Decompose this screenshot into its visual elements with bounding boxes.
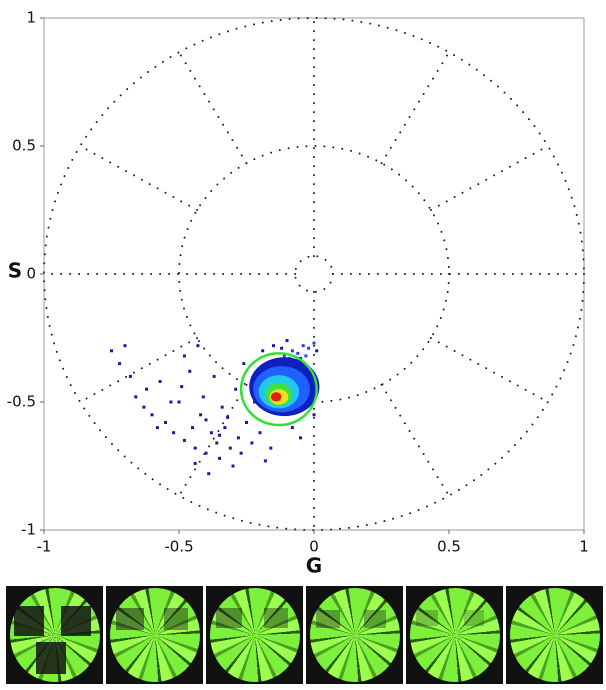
scatter-point xyxy=(312,341,316,345)
grid-spoke xyxy=(178,51,248,165)
scatter-point xyxy=(155,426,159,430)
x-tick-label: 0 xyxy=(309,538,319,556)
scatter-point xyxy=(193,461,197,465)
scatter-point xyxy=(164,420,167,424)
scatter-point xyxy=(204,418,208,422)
scatter-point xyxy=(290,426,294,430)
scatter-point xyxy=(231,464,235,468)
scatter-point xyxy=(209,431,213,435)
x-axis-label: G xyxy=(306,554,322,578)
scatter-point xyxy=(312,413,316,417)
scatter-point xyxy=(258,431,262,435)
x-tick-label: -0.5 xyxy=(164,538,193,556)
grid-spoke xyxy=(79,145,199,211)
scatter-point xyxy=(169,400,173,404)
scatter-point xyxy=(228,446,232,450)
scatter-point xyxy=(280,346,284,350)
scatter-point xyxy=(110,349,113,353)
scatter-point xyxy=(239,451,243,455)
scatter-point xyxy=(212,374,216,378)
scatter-point xyxy=(272,344,275,348)
scatter-point xyxy=(158,380,162,384)
scatter-point xyxy=(128,374,132,378)
scatter-point xyxy=(226,415,230,419)
y-tick-label: 0.5 xyxy=(12,137,36,155)
scatter-point xyxy=(307,346,311,350)
thumbnail xyxy=(206,586,303,684)
scatter-point xyxy=(134,395,138,399)
scatter-point xyxy=(261,349,265,353)
scatter-point xyxy=(223,426,227,430)
scatter-point xyxy=(296,351,300,355)
scatter-point xyxy=(150,413,154,417)
scatter-point xyxy=(142,405,146,409)
y-tick-label: 0 xyxy=(26,265,36,283)
x-tick-label: 0.5 xyxy=(437,538,461,556)
grid-spoke xyxy=(380,51,450,165)
grid-spoke xyxy=(178,383,248,497)
scatter-point xyxy=(118,362,122,366)
scatter-point xyxy=(263,459,267,463)
scatter-point xyxy=(199,413,203,417)
scatter-point xyxy=(207,472,211,476)
scatter-point xyxy=(242,362,246,366)
scatter-point xyxy=(234,387,238,391)
scatter-point xyxy=(250,441,254,445)
scatter-point xyxy=(282,354,286,358)
scatter-point xyxy=(188,369,192,373)
grid-spoke xyxy=(429,145,549,211)
thumbnail xyxy=(506,586,603,684)
scatter-point xyxy=(304,354,308,358)
roi-circle xyxy=(239,352,318,427)
grid-spoke xyxy=(429,337,549,403)
grid-spoke xyxy=(380,383,450,497)
scatter-point xyxy=(299,436,302,440)
image-strip xyxy=(6,586,603,684)
scatter-point xyxy=(215,441,219,445)
scatter-point xyxy=(236,436,240,440)
scatter-point xyxy=(220,405,224,409)
scatter-point xyxy=(245,420,248,424)
y-tick-label: -0.5 xyxy=(7,393,36,411)
thumbnail xyxy=(6,586,103,684)
scatter-point xyxy=(201,395,205,399)
scatter-point xyxy=(191,426,194,430)
scatter-point xyxy=(182,438,186,442)
x-tick-label: 1 xyxy=(579,538,589,556)
chart: S G -1 -0.5 0 0.5 1 -1 -0.5 0 0.5 1 xyxy=(7,9,589,578)
scatter-point xyxy=(315,349,319,353)
thumbnail xyxy=(306,586,403,684)
scatter-point xyxy=(290,349,294,353)
scatter-point xyxy=(180,385,184,389)
thumbnail xyxy=(406,586,503,684)
scatter-point xyxy=(172,431,176,435)
scatter-point xyxy=(218,456,221,460)
thumbnail xyxy=(106,586,203,684)
scatter-point xyxy=(269,446,273,450)
grid-spoke xyxy=(79,337,199,403)
scatter-point xyxy=(204,451,208,455)
y-tick-label: -1 xyxy=(21,521,36,539)
scatter-point xyxy=(193,446,197,450)
scatter-point xyxy=(301,344,305,348)
scatter-point xyxy=(182,354,186,358)
scatter-point xyxy=(145,387,149,391)
scatter-point xyxy=(177,400,181,404)
density-layer xyxy=(270,392,282,402)
grid-circle xyxy=(294,255,334,293)
y-axis-label: S xyxy=(8,259,22,283)
x-tick-label: -1 xyxy=(37,538,52,556)
scatter-point xyxy=(196,344,200,348)
y-tick-label: 1 xyxy=(26,9,36,27)
scatter-point xyxy=(123,344,127,348)
scatter-point xyxy=(218,433,221,437)
scatter-point xyxy=(285,339,289,343)
